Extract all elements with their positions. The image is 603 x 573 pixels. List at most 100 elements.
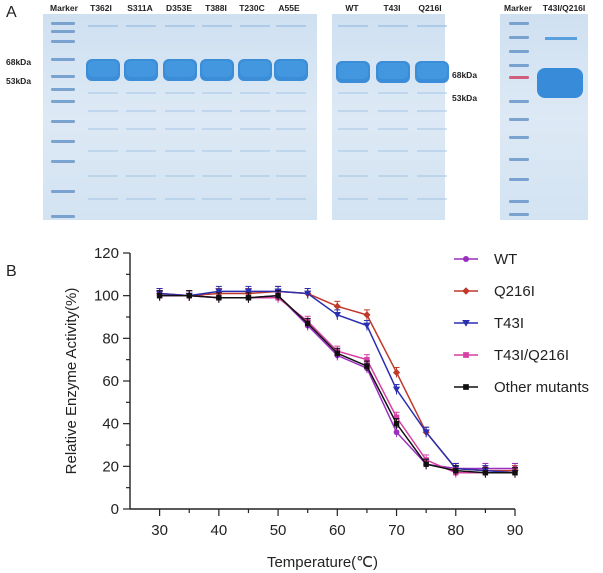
faint-band xyxy=(338,92,368,94)
protein-band xyxy=(537,68,583,98)
faint-band xyxy=(126,110,156,112)
faint-band xyxy=(202,128,232,130)
faint-band xyxy=(202,92,232,94)
marker-band xyxy=(509,22,529,25)
lane-label-a55e: A55E xyxy=(278,3,300,13)
faint-band xyxy=(202,175,232,177)
faint-band xyxy=(276,25,306,27)
data-point xyxy=(363,322,371,330)
faint-band xyxy=(276,92,306,94)
faint-band xyxy=(378,92,408,94)
marker-band xyxy=(509,158,529,161)
y-tick-label: 40 xyxy=(102,416,119,433)
faint-band xyxy=(545,37,577,40)
faint-band xyxy=(240,25,270,27)
legend-item: T43I xyxy=(454,315,524,332)
marker-band xyxy=(51,140,75,143)
protein-band-highlight xyxy=(378,63,408,79)
marker-band xyxy=(51,22,75,25)
faint-band xyxy=(165,150,195,152)
faint-band xyxy=(202,110,232,112)
faint-band xyxy=(417,110,447,112)
marker-band xyxy=(509,178,529,181)
data-point xyxy=(333,311,341,319)
marker-band xyxy=(51,30,75,33)
faint-band xyxy=(240,198,270,200)
data-point xyxy=(364,356,370,363)
faint-band xyxy=(338,150,368,152)
x-tick-label: 80 xyxy=(447,522,464,539)
faint-band xyxy=(240,92,270,94)
faint-band xyxy=(126,128,156,130)
faint-band xyxy=(378,25,408,27)
faint-band xyxy=(126,175,156,177)
protein-band-highlight xyxy=(240,61,270,77)
marker-band xyxy=(51,190,75,193)
faint-band xyxy=(338,175,368,177)
faint-band xyxy=(88,175,118,177)
marker-band xyxy=(509,100,529,103)
data-point xyxy=(364,363,370,369)
lane-label-t43i-q216i: T43I/Q216I xyxy=(543,3,586,13)
faint-band xyxy=(417,150,447,152)
legend-swatch-marker xyxy=(463,384,469,390)
data-point xyxy=(363,311,371,319)
faint-band xyxy=(88,128,118,130)
y-tick-label: 120 xyxy=(94,245,119,262)
marker-band xyxy=(509,50,529,53)
data-point xyxy=(393,429,400,436)
data-point xyxy=(393,414,400,420)
lane-label-t230c: T230C xyxy=(239,3,265,13)
marker-band xyxy=(509,213,529,216)
protein-band-highlight xyxy=(202,61,232,77)
faint-band xyxy=(126,150,156,152)
series-line xyxy=(159,294,515,474)
y-tick-label: 60 xyxy=(102,373,119,390)
x-tick-label: 40 xyxy=(211,522,228,539)
faint-band xyxy=(378,198,408,200)
x-tick-label: 30 xyxy=(151,522,168,539)
marker-band xyxy=(51,160,75,163)
faint-band xyxy=(276,128,306,130)
data-point xyxy=(245,295,252,301)
faint-band xyxy=(417,198,447,200)
faint-band xyxy=(126,92,156,94)
x-tick-label: 70 xyxy=(388,522,405,539)
line-chart: 0 20 40 60 80 100 120 30 40 50 60 70 80 90 Temperature… xyxy=(63,245,589,571)
faint-band xyxy=(202,198,232,200)
lane-label-marker-1: Marker xyxy=(50,3,79,13)
protein-band-highlight xyxy=(88,61,118,77)
data-point xyxy=(244,288,253,295)
data-point xyxy=(453,467,459,474)
marker-band xyxy=(509,36,529,39)
legend-label: Other mutants xyxy=(494,379,589,396)
marker-band xyxy=(51,100,75,103)
protein-band-highlight xyxy=(276,61,306,77)
faint-band xyxy=(165,92,195,94)
faint-band xyxy=(338,198,368,200)
marker-band xyxy=(509,136,529,139)
lane-label-q216i: Q216I xyxy=(418,3,441,13)
lane-label-t43i: T43I xyxy=(383,3,400,13)
faint-band xyxy=(417,175,447,177)
data-point xyxy=(393,420,400,427)
marker-band xyxy=(509,118,529,121)
gel-image-1 xyxy=(43,14,317,220)
y-tick-label: 20 xyxy=(102,458,119,475)
data-point xyxy=(186,292,192,299)
faint-band xyxy=(276,150,306,152)
data-point xyxy=(304,290,312,298)
faint-band xyxy=(378,110,408,112)
marker-band xyxy=(51,215,75,218)
data-point xyxy=(156,292,163,299)
protein-band-highlight xyxy=(417,63,447,79)
faint-band xyxy=(165,175,195,177)
data-point xyxy=(333,302,341,310)
faint-band xyxy=(338,110,368,112)
data-point xyxy=(482,470,489,476)
data-point xyxy=(392,386,401,394)
faint-band xyxy=(88,150,118,152)
faint-band xyxy=(276,175,306,177)
lane-label-d353e: D353E xyxy=(166,3,192,13)
